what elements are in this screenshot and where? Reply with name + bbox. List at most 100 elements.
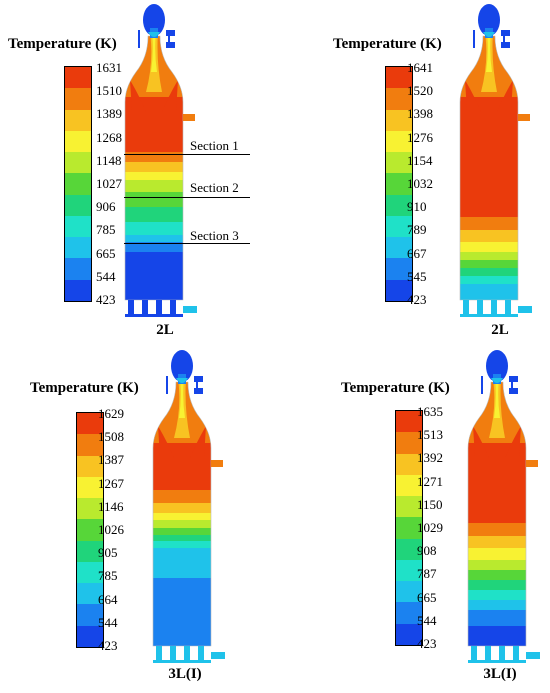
- bottom-base: [460, 314, 518, 317]
- contour-band: [158, 426, 174, 458]
- colorbar-tick-label: 1148: [96, 152, 122, 168]
- bottom-leg: [156, 646, 162, 662]
- contour-band: [460, 242, 518, 253]
- temperature-colorbar: [76, 412, 104, 648]
- bottom-leg: [170, 646, 176, 662]
- contour-group: [125, 36, 183, 300]
- colorbar-tick-label: 1641: [407, 60, 433, 75]
- colorbar-tick-label: 1392: [417, 450, 443, 466]
- contour-group: [460, 36, 518, 300]
- colorbar-segment: [65, 258, 91, 280]
- contour-band: [125, 235, 183, 243]
- colorbar-tick-label: 423: [407, 292, 427, 307]
- bottom-outlet: [526, 652, 540, 659]
- contour-band: [153, 528, 211, 536]
- colorbar-tick-label: 787: [417, 566, 437, 582]
- side-inlet-bar: [511, 376, 513, 394]
- section-3-line: [124, 243, 250, 244]
- colorbar-title: Temperature (K): [341, 380, 450, 396]
- side-inlet-bar: [138, 30, 140, 48]
- colorbar-tick-label: 664: [98, 591, 118, 607]
- contour-band: [460, 252, 518, 261]
- contour-band: [179, 382, 185, 418]
- contour-band: [460, 217, 518, 231]
- panel-2l-right: Temperature (K) 2L 1641 1520 1398 1276 1154 1…: [275, 0, 550, 346]
- contour-band: [468, 523, 526, 537]
- reactor-temperature-contour: [467, 350, 540, 663]
- contour-band: [125, 162, 183, 173]
- colorbar-segment: [386, 237, 412, 259]
- bottom-outlet: [518, 306, 532, 313]
- contour-band: [125, 97, 183, 133]
- colorbar-tick-label: 1389: [96, 106, 122, 122]
- contour-band: [151, 36, 157, 72]
- bottom-leg: [198, 646, 204, 662]
- contour-band: [125, 242, 183, 253]
- colorbar-segment: [65, 88, 91, 110]
- colorbar-tick-label: 1631: [96, 60, 122, 75]
- side-inlet-bar: [481, 376, 483, 394]
- bottom-leg: [463, 300, 469, 316]
- reactor-temperature-contour: [152, 350, 225, 663]
- contour-band: [125, 152, 183, 163]
- colorbar-tick-label: 544: [96, 268, 116, 284]
- bottom-base: [125, 314, 183, 317]
- contour-band: [162, 80, 178, 112]
- colorbar-segment: [386, 88, 412, 110]
- contour-band: [497, 80, 513, 112]
- colorbar-tick-label: 910: [407, 199, 427, 215]
- contour-band: [130, 80, 146, 112]
- bottom-leg: [491, 300, 497, 316]
- contour-band: [125, 207, 183, 223]
- side-inlet: [194, 388, 203, 394]
- colorbar-segment: [65, 279, 91, 301]
- colorbar-segment: [77, 625, 103, 647]
- bottom-leg: [513, 646, 519, 662]
- contour-band: [468, 560, 526, 571]
- contour-band: [468, 600, 526, 611]
- side-inlet: [509, 376, 518, 382]
- colorbar-segment: [386, 258, 412, 280]
- panel-2l-left: Temperature (K) 2L Section 1 Section 2 S…: [0, 0, 275, 346]
- contour-band: [460, 97, 518, 203]
- colorbar-segment: [65, 130, 91, 153]
- panel-caption: 3L(I): [168, 666, 202, 682]
- contour-band: [125, 180, 183, 193]
- panel-3l-left: Temperature (K) 3L(I) 1629 1508 1387 1267 11…: [0, 346, 275, 692]
- colorbar-title: Temperature (K): [30, 380, 139, 396]
- colorbar-segment: [396, 411, 422, 433]
- side-inlet: [166, 30, 175, 36]
- colorbar-segment: [386, 215, 412, 238]
- bottom-leg: [505, 300, 511, 316]
- burner-dome: [143, 4, 165, 36]
- contour-band: [460, 202, 518, 218]
- colorbar-tick-label: 1146: [98, 498, 124, 514]
- contour-band: [153, 520, 211, 529]
- contour-band: [190, 426, 206, 458]
- colorbar-title: Temperature (K): [333, 36, 442, 52]
- bottom-leg: [485, 646, 491, 662]
- contour-band: [153, 382, 211, 443]
- colorbar-tick-label: 1520: [407, 83, 433, 99]
- colorbar-tick-label: 1635: [417, 404, 443, 419]
- contour-band: [125, 192, 183, 208]
- colorbar-segment: [77, 476, 103, 499]
- colorbar-tick-label: 423: [96, 292, 116, 307]
- contour-band: [153, 548, 211, 579]
- contour-band: [468, 548, 526, 561]
- bottom-leg: [184, 646, 190, 662]
- colorbar-segment: [396, 432, 422, 454]
- section-3-label: Section 3: [190, 228, 239, 243]
- contour-band: [468, 626, 526, 646]
- bottom-leg: [477, 300, 483, 316]
- side-inlet: [501, 30, 510, 36]
- colorbar-segment: [396, 517, 422, 539]
- colorbar-tick-label: 544: [417, 612, 437, 628]
- temperature-colorbar: [395, 410, 423, 646]
- panel-caption: 3L(I): [483, 666, 517, 682]
- colorbar-tick-label: 1026: [98, 522, 124, 537]
- colorbar-tick-label: 785: [98, 568, 118, 584]
- colorbar-segment: [396, 581, 422, 603]
- reactor-outline: [152, 381, 212, 647]
